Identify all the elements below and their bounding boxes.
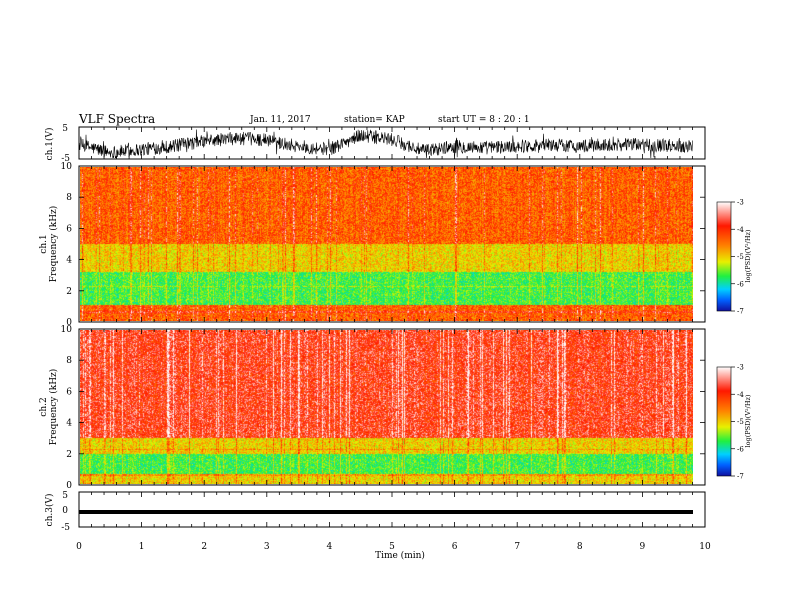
colorbar-tick-label: -6 <box>737 280 744 288</box>
colorbar-tick-label: -5 <box>737 418 744 426</box>
ch2-colorbar-ticks: -3 -4 -5 -6 -7 <box>731 364 744 481</box>
start-time-label: start UT = 8 : 20 : 1 <box>438 115 530 125</box>
time-axis-ticklabels: 0 1 2 3 4 5 6 7 8 9 10 <box>76 542 711 552</box>
frequency-tick-label: 6 <box>66 387 72 397</box>
time-tick-label: 5 <box>389 542 395 552</box>
frequency-tick-label: 2 <box>66 450 72 460</box>
time-tick-label: 1 <box>139 542 145 552</box>
ch1-colorbar-label: log(PSD)(V²/Hz) <box>744 229 752 282</box>
ch1-spectrogram-ticks <box>78 166 706 322</box>
colorbar-tick-label: -3 <box>737 199 744 207</box>
time-tick-label: 6 <box>452 542 458 552</box>
ch1-channel-label: ch.1 <box>39 234 49 253</box>
ch3-waveform-panel: 5 0 -5 ch.3(V) <box>44 491 706 533</box>
ch2-spectrogram-panel: 0 2 4 6 8 10 ch.2 Frequency (kHz) <box>39 325 706 491</box>
ch1-voltage-axis-label: ch.1(V) <box>44 128 55 161</box>
ch2-channel-label: ch.2 <box>39 397 49 416</box>
colorbar-tick-label: -5 <box>737 253 744 261</box>
time-tick-label: 0 <box>76 542 82 552</box>
ch1-colorbar-ticks: -3 -4 -5 -6 -7 <box>731 199 744 316</box>
frequency-tick-label: 0 <box>66 481 72 491</box>
time-axis-label: Time (min) <box>375 550 425 561</box>
ch1-colorbar-gradient <box>716 201 732 312</box>
ch2-spectrogram-image <box>80 330 693 484</box>
colorbar-tick-label: -6 <box>737 445 744 453</box>
ch1-waveform-ticks <box>78 127 706 159</box>
colorbar-tick-label: -7 <box>737 308 744 316</box>
ch3-voltage-axis-label: ch.3(V) <box>44 494 55 527</box>
ch3-ytick-0: 0 <box>62 506 68 516</box>
ch1-spectrogram-image <box>80 167 693 321</box>
station-label: station= KAP <box>344 115 405 125</box>
ch1-waveform-panel: 5 -5 ch.1(V) <box>44 124 706 164</box>
frequency-tick-label: 4 <box>66 256 72 266</box>
colorbar-tick-label: -7 <box>737 473 744 481</box>
time-tick-label: 4 <box>327 542 333 552</box>
ch3-ytick-5: 5 <box>62 491 68 501</box>
frequency-tick-label: 10 <box>61 162 73 172</box>
time-tick-label: 9 <box>640 542 646 552</box>
ch2-colorbar-gradient <box>716 366 732 477</box>
ch1-waveform-trace <box>78 129 693 159</box>
ch2-frequency-axis-label: Frequency (kHz) <box>48 369 59 446</box>
ch2-frequency-ticklabels: 0 2 4 6 8 10 <box>61 325 705 491</box>
frequency-tick-label: 10 <box>61 325 73 335</box>
figure-title: VLF Spectra <box>78 112 155 126</box>
ch1-colorbar: -3 -4 -5 -6 -7 log(PSD)(V²/Hz) <box>716 199 752 316</box>
colorbar-tick-label: -4 <box>737 226 744 234</box>
date-label: Jan. 11, 2017 <box>249 115 311 125</box>
frequency-tick-label: 6 <box>66 224 72 234</box>
ch1-frequency-axis-label: Frequency (kHz) <box>48 206 59 283</box>
ch3-waveform-ticks <box>78 492 706 527</box>
ch1-ytick-neg5: -5 <box>61 154 70 164</box>
ch1-waveform-line <box>78 129 693 159</box>
colorbar-tick-label: -4 <box>737 391 744 399</box>
ch2-spectrogram-ticks <box>78 329 706 485</box>
frequency-tick-label: 8 <box>66 356 72 366</box>
frequency-tick-label: 2 <box>66 287 72 297</box>
time-tick-label: 3 <box>264 542 270 552</box>
frequency-tick-label: 8 <box>66 193 72 203</box>
colorbar-tick-label: -3 <box>737 364 744 372</box>
frequency-tick-label: 0 <box>66 318 72 328</box>
ch3-ytick-neg5: -5 <box>61 523 70 533</box>
ch2-colorbar-label: log(PSD)(V²/Hz) <box>744 394 752 447</box>
time-tick-label: 2 <box>201 542 207 552</box>
ch1-frequency-ticklabels: 0 2 4 6 8 10 <box>61 162 705 328</box>
frequency-tick-label: 4 <box>66 419 72 429</box>
ch1-spectrogram-panel: 0 2 4 6 8 10 ch.1 Frequency (kHz) <box>39 162 706 328</box>
ch3-waveform-frame <box>78 491 706 528</box>
time-tick-label: 10 <box>699 542 711 552</box>
ch1-ytick-5: 5 <box>62 124 68 134</box>
time-tick-label: 8 <box>577 542 583 552</box>
time-tick-label: 7 <box>514 542 520 552</box>
ch2-colorbar: -3 -4 -5 -6 -7 log(PSD)(V²/Hz) <box>716 364 752 481</box>
